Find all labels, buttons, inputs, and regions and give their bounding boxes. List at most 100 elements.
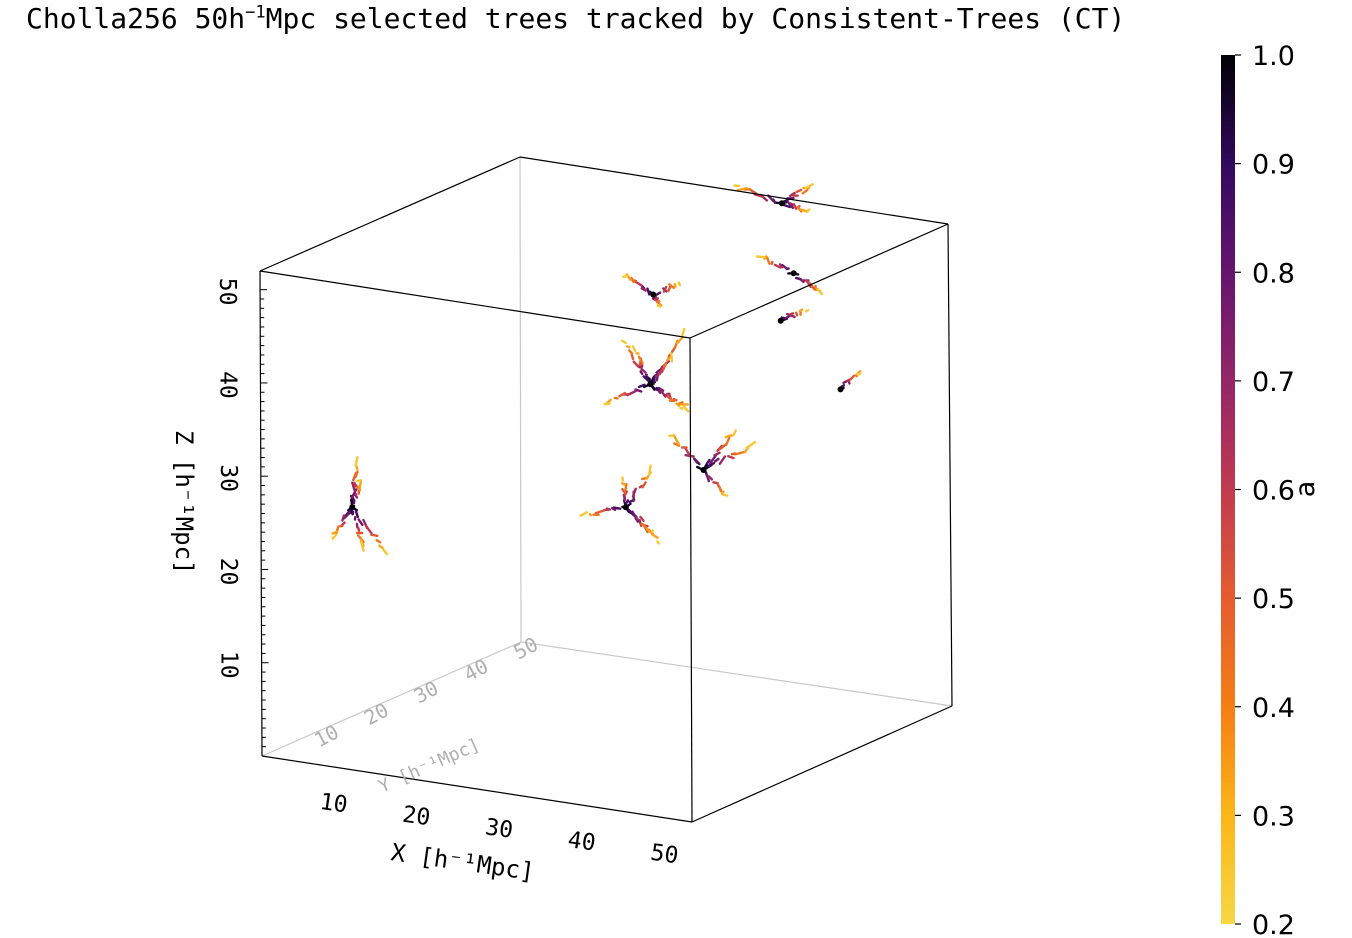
colorbar-tick-label: 0.2 <box>1252 910 1295 938</box>
colorbar <box>1221 55 1235 924</box>
tree-branch-segment <box>706 458 711 465</box>
tree-branch-segment <box>354 470 359 479</box>
tree-branch-segment <box>355 510 359 519</box>
x-tick-label: 50 <box>649 840 680 870</box>
colorbar-tick-label: 0.6 <box>1252 476 1295 507</box>
tree-branch-segment <box>628 349 634 355</box>
chart-title: Cholla256 50h−1Mpc selected trees tracke… <box>26 2 1126 35</box>
tree-branch-segment <box>621 481 626 486</box>
merger-tree <box>603 327 690 413</box>
tree-branch-segment <box>677 401 684 406</box>
tree-branch-segment <box>613 396 619 400</box>
tree-branch-segment <box>641 481 647 489</box>
tree-branch-segment <box>808 281 816 291</box>
tree-branch-segment <box>789 191 796 198</box>
x-axis-label: X [h⁻¹Mpc] <box>389 838 536 886</box>
tree-branch-segment <box>713 457 720 463</box>
tree-root-node <box>650 291 657 298</box>
x-axis-ticks: 10 20 30 40 50 <box>318 789 680 869</box>
cube-front-edges <box>259 156 953 823</box>
tree-branch-segment <box>637 383 646 389</box>
tree-branch-segment <box>797 204 801 208</box>
tree-branch-segment <box>718 443 727 451</box>
tree-branch-segment <box>753 193 765 199</box>
tree-root-node <box>837 386 844 393</box>
y-axis-label: Y [h⁻¹Mpc] <box>375 734 483 797</box>
tree-branch-segment <box>665 356 671 362</box>
tree-root-node <box>777 317 784 324</box>
merger-tree <box>668 429 757 497</box>
tree-branch-segment <box>692 457 699 464</box>
z-axis-ticks: 10 20 30 40 50 <box>214 278 242 679</box>
tree-branch-segment <box>670 352 674 363</box>
tree-branch-segment <box>357 526 361 532</box>
tree-branch-segment <box>631 487 637 498</box>
tree-branch-segment <box>854 374 858 378</box>
y-tick-label: 40 <box>460 654 493 687</box>
colorbar-ticks: 0.2 0.3 0.4 0.5 0.6 0.7 0.8 0.9 1.0 <box>1235 41 1295 938</box>
tree-branch-segment <box>634 388 643 393</box>
tree-branch-segment <box>718 455 727 465</box>
colorbar-tick-label: 0.5 <box>1252 584 1295 615</box>
tree-branch-segment <box>795 311 799 317</box>
tree-branch-segment <box>755 255 766 259</box>
tree-branch-segment <box>646 287 651 296</box>
tree-branch-segment <box>666 395 673 401</box>
tree-branch-segment <box>787 201 794 210</box>
tree-branch-segment <box>341 514 346 522</box>
tree-branch-segment <box>804 183 814 190</box>
tree-branch-segment <box>356 478 362 483</box>
y-tick-label: 30 <box>410 676 443 709</box>
tree-branch-segment <box>641 522 648 530</box>
tree-branch-segment <box>656 304 662 308</box>
tree-branch-segment <box>798 308 804 313</box>
tree-branch-segment <box>681 327 686 337</box>
tree-branch-segment <box>370 533 379 537</box>
z-axis-label: Z [h⁻¹Mpc] <box>170 430 198 575</box>
tree-branch-segment <box>353 481 357 488</box>
tree-branch-segment <box>789 312 795 316</box>
tree-root-node <box>778 200 785 207</box>
colorbar-tick-label: 0.8 <box>1252 258 1295 289</box>
y-tick-label: 10 <box>310 720 343 753</box>
z-tick-label: 20 <box>215 558 241 586</box>
tree-branch-segment <box>779 263 784 269</box>
tree-branch-segment <box>657 390 662 394</box>
tree-branch-segment <box>618 391 627 398</box>
merger-trees <box>331 183 862 556</box>
tree-branch-segment <box>654 386 659 390</box>
merger-tree <box>622 273 682 308</box>
tree-branch-segment <box>375 539 382 544</box>
tree-branch-segment <box>650 529 654 533</box>
colorbar-tick-label: 1.0 <box>1252 41 1295 72</box>
tree-branch-segment <box>624 499 630 505</box>
tree-branch-segment <box>646 527 652 534</box>
tree-branch-segment <box>620 339 627 345</box>
tree-branch-segment <box>668 283 676 290</box>
tree-branch-segment <box>621 488 627 496</box>
y-axis-ticks: 10 20 30 40 50 <box>310 632 542 752</box>
tree-branch-segment <box>612 506 622 510</box>
x-tick-label: 10 <box>318 789 349 819</box>
tree-branch-segment <box>634 515 639 521</box>
tree-branch-segment <box>709 454 717 465</box>
tree-branch-segment <box>594 509 606 515</box>
tree-branch-segment <box>708 475 714 481</box>
tree-branch-segment <box>748 188 758 195</box>
tree-root-node <box>700 467 707 473</box>
y-tick-label: 20 <box>360 698 393 731</box>
tree-branch-segment <box>630 276 635 284</box>
tree-branch-segment <box>675 402 681 407</box>
tree-branch-segment <box>713 451 721 457</box>
tree-branch-segment <box>673 283 677 288</box>
tree-branch-segment <box>816 287 823 296</box>
tree-branch-segment <box>725 436 731 447</box>
tree-branch-segment <box>351 510 355 516</box>
tree-branch-segment <box>662 361 667 368</box>
tree-branch-segment <box>795 188 803 194</box>
tree-root-node <box>790 270 797 277</box>
tree-branch-segment <box>668 346 676 358</box>
tree-branch-segment <box>705 473 710 483</box>
tree-branch-segment <box>640 367 647 374</box>
